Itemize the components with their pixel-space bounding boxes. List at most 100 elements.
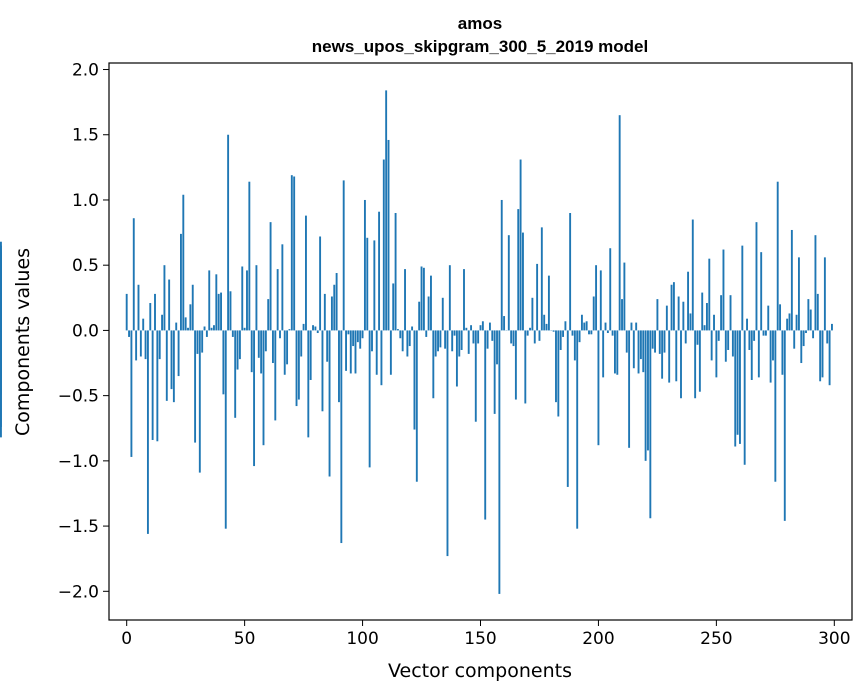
bar — [538, 330, 541, 341]
bar — [668, 330, 671, 383]
bar — [670, 284, 673, 331]
bar — [510, 330, 513, 344]
bar — [592, 296, 595, 331]
bar — [191, 284, 194, 331]
bar — [130, 330, 133, 457]
bar — [566, 330, 569, 487]
bar — [305, 215, 307, 331]
bar — [698, 330, 701, 392]
bar — [831, 323, 833, 331]
bar — [217, 293, 220, 331]
bar — [385, 90, 388, 331]
bar — [231, 330, 234, 337]
y-tick-label: 0.5 — [72, 256, 99, 276]
bar — [203, 326, 206, 331]
bar — [257, 330, 260, 358]
bar — [790, 229, 793, 331]
bar — [319, 236, 322, 331]
bar — [795, 314, 798, 331]
y-tick-label: −1.5 — [58, 517, 99, 537]
bar — [816, 293, 819, 331]
bar — [797, 257, 800, 331]
bar — [156, 330, 159, 442]
bar — [250, 330, 253, 373]
bar — [498, 330, 501, 594]
bar — [689, 313, 692, 331]
bar — [536, 263, 539, 331]
bar — [616, 330, 619, 375]
bar — [486, 330, 489, 349]
x-tick-label: 200 — [582, 629, 614, 649]
bar — [361, 330, 364, 339]
bar — [703, 325, 706, 331]
bar — [132, 218, 135, 331]
bar — [595, 265, 598, 331]
bar — [458, 330, 461, 357]
bar — [128, 330, 130, 337]
bar — [253, 330, 256, 467]
bar — [352, 330, 355, 347]
bar — [696, 330, 699, 345]
bar — [651, 330, 654, 349]
bar — [583, 322, 586, 331]
bar — [328, 330, 331, 477]
bar — [276, 269, 279, 331]
bar — [741, 245, 744, 331]
bar — [531, 297, 534, 331]
bar — [611, 330, 614, 336]
chart-title: amos — [458, 14, 502, 33]
bar — [373, 240, 376, 331]
bar — [248, 181, 251, 331]
y-axis-label: Components values — [12, 248, 34, 436]
bar — [213, 325, 215, 331]
x-axis: 0 50 100 150 200 250 300 — [121, 620, 851, 649]
bar — [297, 330, 300, 400]
bar — [529, 327, 531, 331]
bar — [491, 330, 494, 341]
bar — [656, 299, 659, 331]
bar — [208, 270, 211, 331]
bar — [137, 284, 140, 331]
y-tick-label: −2.0 — [58, 582, 99, 602]
bar — [727, 330, 730, 350]
bar — [807, 299, 810, 331]
bar — [642, 330, 645, 373]
bar — [562, 330, 564, 337]
bar — [288, 329, 291, 331]
bar — [205, 330, 208, 337]
bar — [408, 330, 411, 347]
bar — [746, 318, 748, 331]
bar — [163, 265, 166, 331]
bar — [238, 330, 241, 360]
bar — [588, 330, 590, 335]
bar — [757, 330, 760, 378]
bar — [323, 293, 326, 331]
bar — [0, 293, 2, 331]
bar — [545, 323, 548, 331]
bar — [399, 330, 402, 339]
bar — [599, 270, 602, 331]
bar — [189, 304, 192, 331]
bar — [455, 330, 458, 387]
bar — [809, 309, 812, 331]
bar — [347, 330, 350, 335]
bar — [168, 279, 171, 331]
bar — [354, 330, 357, 374]
bar — [625, 330, 628, 353]
bar — [708, 258, 711, 331]
bar — [710, 330, 713, 361]
bar — [441, 297, 444, 331]
bar — [564, 321, 567, 331]
bar — [182, 194, 185, 331]
bar — [764, 330, 767, 336]
bar — [380, 330, 383, 386]
bar — [146, 330, 149, 534]
bar — [713, 314, 715, 331]
bar — [470, 325, 473, 331]
bar — [434, 330, 437, 357]
bar — [432, 330, 435, 399]
bar — [569, 213, 572, 331]
bar — [786, 318, 789, 331]
bar — [665, 305, 668, 331]
bar — [243, 327, 246, 331]
